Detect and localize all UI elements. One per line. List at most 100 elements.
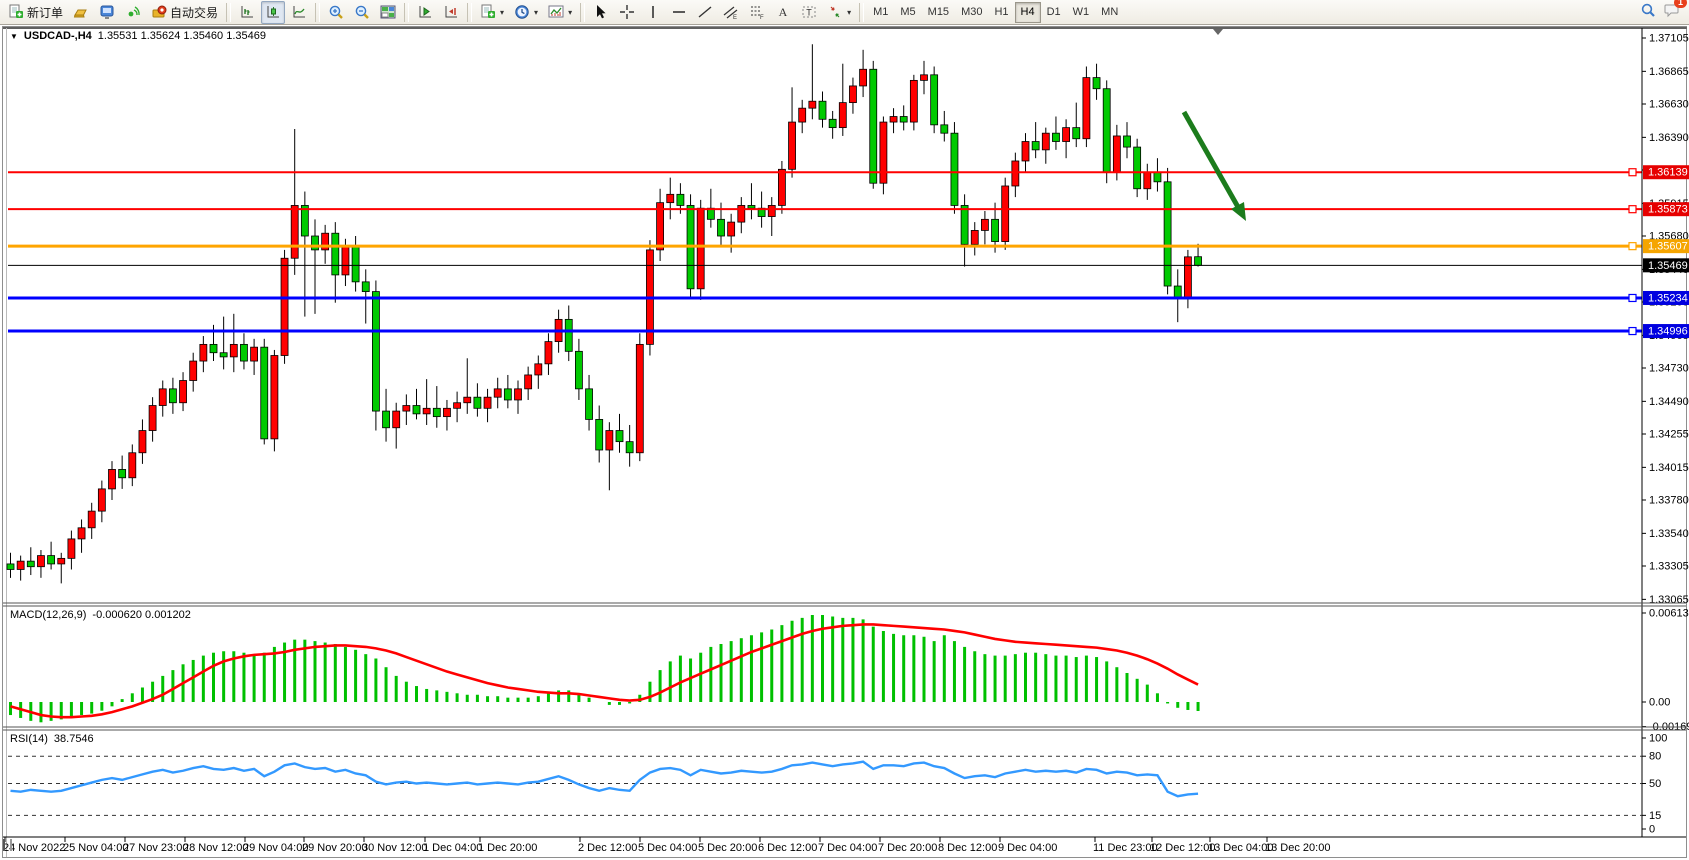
horizontal-line-button[interactable] xyxy=(667,1,691,24)
equidistant-channel-button[interactable]: E xyxy=(719,1,743,24)
svg-text:1.35607: 1.35607 xyxy=(1648,241,1688,253)
zoom-out-button[interactable] xyxy=(350,1,374,24)
h-line-handle[interactable] xyxy=(1628,242,1637,251)
h-line-handle[interactable] xyxy=(1628,168,1637,177)
search-icon[interactable] xyxy=(1640,2,1656,23)
new-order-button[interactable]: 新订单 xyxy=(4,1,67,24)
auto-trading-button[interactable]: 自动交易 xyxy=(147,1,222,24)
chart-shift-marker[interactable] xyxy=(1213,29,1223,35)
svg-text:1.35469: 1.35469 xyxy=(1648,260,1688,272)
svg-text:1.34996: 1.34996 xyxy=(1648,326,1688,338)
toolbar-separator xyxy=(226,2,232,22)
time-label: 27 Nov 23:00 xyxy=(123,842,188,854)
price-axis[interactable]: 1.371051.368651.366301.363901.361551.359… xyxy=(1641,28,1689,837)
text-label-button[interactable]: T xyxy=(797,1,821,24)
text-icon: A xyxy=(775,4,791,20)
svg-text:1.33305: 1.33305 xyxy=(1649,561,1689,573)
time-label: 6 Dec 12:00 xyxy=(758,842,817,854)
svg-text:1.36139: 1.36139 xyxy=(1648,167,1688,179)
zoom-in-button[interactable] xyxy=(324,1,348,24)
time-label: 8 Dec 12:00 xyxy=(938,842,997,854)
crosshair-button[interactable] xyxy=(615,1,639,24)
line-chart-button[interactable] xyxy=(287,1,311,24)
chart-title-ohlc: 1.35531 1.35624 1.35460 1.35469 xyxy=(97,30,266,42)
h-line-handle[interactable] xyxy=(1628,293,1637,303)
terminal-button[interactable] xyxy=(95,1,119,24)
notifications-button[interactable]: 1 xyxy=(1664,0,1687,23)
time-label: 13 Dec 20:00 xyxy=(1265,842,1330,854)
annotation-arrow[interactable] xyxy=(1181,110,1241,209)
indicators-button[interactable]: ▾ xyxy=(544,1,576,24)
auto-scroll-button[interactable] xyxy=(413,1,437,24)
price-tag xyxy=(1643,239,1689,254)
notification-badge: 1 xyxy=(1674,0,1687,8)
svg-text:1.34730: 1.34730 xyxy=(1649,363,1689,375)
timeframe-m1-button[interactable]: M1 xyxy=(873,5,889,18)
timeframe-m15-button[interactable]: M15 xyxy=(927,5,950,18)
toolbar-separator xyxy=(404,2,410,22)
timeframe-m30-button[interactable]: M30 xyxy=(961,5,983,18)
new-chart-icon xyxy=(480,4,496,20)
scroll-grip[interactable] xyxy=(3,839,12,851)
candle-chart-button[interactable] xyxy=(261,0,286,24)
signal-icon xyxy=(125,4,141,20)
vertical-line-button[interactable] xyxy=(641,1,665,24)
auto-scroll-icon xyxy=(417,4,433,20)
timeframe-d1-button[interactable]: D1 xyxy=(1046,5,1061,18)
rsi-pane: 100 80 50 15 0 xyxy=(8,733,1667,836)
trendline-button[interactable] xyxy=(693,1,717,24)
signal-button[interactable] xyxy=(121,1,145,24)
timeframe-mn-button[interactable]: MN xyxy=(1101,5,1119,18)
time-label: 29 Nov 20:00 xyxy=(302,842,367,854)
tile-windows-button[interactable] xyxy=(376,1,400,24)
terminal-icon xyxy=(99,4,115,20)
price-tag xyxy=(1643,165,1689,180)
vertical-line-icon xyxy=(645,4,661,20)
text-label-icon: T xyxy=(801,4,817,20)
timeframe-m5-button[interactable]: M5 xyxy=(900,5,916,18)
rsi-line xyxy=(10,760,1199,798)
cursor-icon xyxy=(593,4,609,20)
chart-shift-button[interactable] xyxy=(439,1,463,24)
trendline-icon xyxy=(697,4,713,20)
crosshair-icon xyxy=(619,4,635,20)
new-order-label: 新订单 xyxy=(27,5,64,20)
svg-text:F: F xyxy=(760,15,764,20)
gold-ingot-button[interactable] xyxy=(69,1,93,24)
cursor-button[interactable] xyxy=(589,1,613,24)
bar-chart-button[interactable] xyxy=(235,1,259,24)
h-line-handle[interactable] xyxy=(1628,205,1637,214)
svg-text:1.33540: 1.33540 xyxy=(1649,528,1689,540)
toolbar-separator xyxy=(467,2,473,22)
timeframe-h4-button[interactable]: H4 xyxy=(1014,1,1041,23)
timeframe-w1-button[interactable]: W1 xyxy=(1072,5,1090,18)
fibonacci-button[interactable]: F xyxy=(745,1,769,24)
tile-windows-icon xyxy=(380,4,396,20)
svg-text:1.36630: 1.36630 xyxy=(1649,99,1689,111)
new-order-icon xyxy=(8,4,24,20)
timeframe-h1-button[interactable]: H1 xyxy=(994,5,1009,18)
symbol-dropdown-icon[interactable]: ▼ xyxy=(10,31,18,41)
new-chart-button[interactable]: ▾ xyxy=(476,1,508,24)
horizontal-lines-layer[interactable] xyxy=(8,168,1642,336)
svg-text:0.00: 0.00 xyxy=(1649,697,1670,709)
svg-text:1.36865: 1.36865 xyxy=(1649,66,1689,78)
macd-signal-line xyxy=(10,623,1199,719)
toolbar: 新订单 自动交易 ▾ ▾ ▾ E F A T ▾ M1 M5 M15 M30 H1 H4 D1 W1 MN 1 xyxy=(0,0,1689,25)
time-label: 5 Dec 20:00 xyxy=(698,842,757,854)
svg-text:A: A xyxy=(779,5,788,19)
chevron-down-icon: ▾ xyxy=(534,7,539,17)
h-line-handle[interactable] xyxy=(1628,326,1637,336)
macd-label: MACD(12,26,9) xyxy=(10,609,87,621)
svg-text:100: 100 xyxy=(1649,733,1667,745)
svg-text:50: 50 xyxy=(1649,778,1661,790)
line-chart-icon xyxy=(291,4,307,20)
periods-button[interactable]: ▾ xyxy=(510,1,542,24)
text-button[interactable]: A xyxy=(771,1,795,24)
svg-text:0: 0 xyxy=(1649,824,1655,836)
svg-text:1.34255: 1.34255 xyxy=(1649,429,1689,441)
time-label: 11 Dec 23:00 xyxy=(1093,842,1158,854)
arrows-button[interactable]: ▾ xyxy=(823,1,855,24)
